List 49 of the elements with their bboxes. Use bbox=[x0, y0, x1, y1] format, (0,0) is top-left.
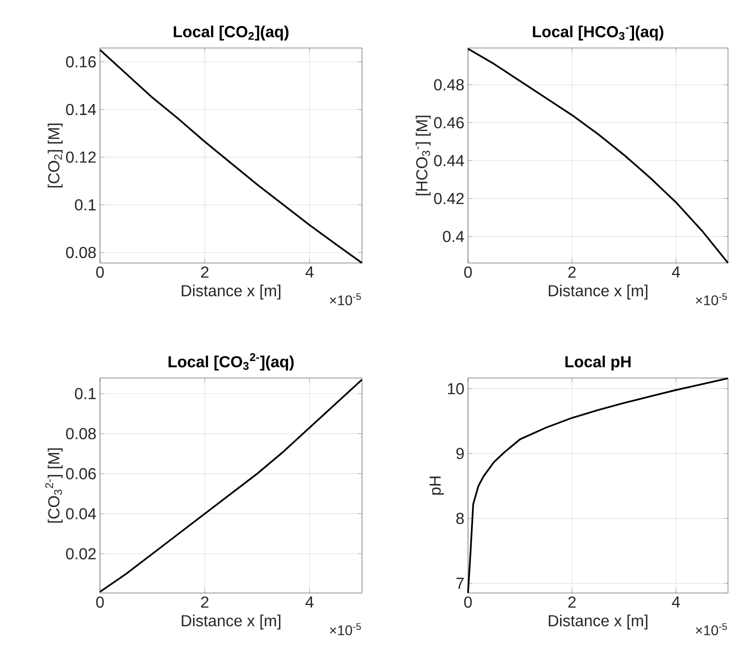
x-tick-label: 2 bbox=[201, 596, 208, 608]
x-tick-label: 4 bbox=[672, 266, 680, 278]
y-tick-label: 0.16 bbox=[66, 56, 96, 68]
text: ×10$^{-5}$ bbox=[696, 623, 727, 636]
x-tick-label: 0 bbox=[464, 596, 472, 608]
y-tick-label: 0.42 bbox=[434, 192, 464, 204]
y-tick-label: 8 bbox=[456, 512, 464, 524]
y-tick-label: 0.04 bbox=[66, 508, 96, 520]
y-tick-label: 0.46 bbox=[434, 117, 464, 128]
y-tick-label: 0.02 bbox=[66, 548, 96, 560]
x-axis-title: Distance x [m] bbox=[548, 614, 648, 630]
y-tick-label: 0.44 bbox=[434, 154, 464, 166]
line-series bbox=[467, 48, 729, 264]
x-tick-label: 2 bbox=[568, 266, 576, 278]
x-tick-label: 4 bbox=[306, 266, 314, 278]
text: ×10$^{-5}$ bbox=[330, 293, 361, 306]
x-tick-label: 2 bbox=[201, 266, 208, 278]
y-tick-label: 0.14 bbox=[66, 104, 96, 116]
text: ×10$^{-5}$ bbox=[330, 623, 361, 636]
y-axis-title: [HCO$_{3}$$^{-}$] [M] bbox=[416, 116, 431, 196]
y-axis-title: [CO$_{2}$] [M] bbox=[48, 124, 63, 188]
x-tick-label: 4 bbox=[672, 596, 680, 608]
y-tick-label: 0.1 bbox=[74, 199, 96, 210]
y-tick-label: 0.08 bbox=[66, 428, 96, 440]
x-tick-label: 2 bbox=[568, 596, 576, 608]
x-axis-title: Distance x [m] bbox=[182, 614, 280, 630]
chart-title: Local [CO$_{3}$$^{2-}$](aq) bbox=[168, 353, 294, 371]
y-tick-label: 0.4 bbox=[442, 230, 464, 242]
y-tick-label: 0.06 bbox=[66, 468, 96, 480]
y-tick-label: 0.12 bbox=[66, 152, 96, 163]
y-tick-label: 0.08 bbox=[66, 246, 96, 258]
y-axis-title: pH bbox=[430, 476, 444, 495]
y-tick-label: 9 bbox=[456, 448, 464, 460]
x-axis-title: Distance x [m] bbox=[548, 284, 648, 300]
chart-title: Local pH bbox=[565, 356, 631, 371]
chart-title: Local [CO$_{2}$](aq) bbox=[174, 26, 288, 40]
text: ×10$^{-5}$ bbox=[696, 293, 727, 306]
y-tick-label: 0.1 bbox=[74, 388, 96, 400]
line-series bbox=[467, 377, 729, 594]
x-tick-label: 4 bbox=[306, 596, 314, 608]
y-tick-label: 10 bbox=[448, 383, 464, 394]
y-tick-label: 7 bbox=[456, 578, 464, 589]
x-tick-label: 0 bbox=[464, 266, 472, 278]
y-axis-title: [CO$_{3}$$^{2-}$] [M] bbox=[45, 448, 63, 523]
x-tick-label: 0 bbox=[96, 596, 104, 608]
x-tick-label: 0 bbox=[96, 266, 104, 278]
chart-title: Local [HCO$_{3}$$^{-}$](aq) bbox=[532, 26, 664, 40]
x-axis-title: Distance x [m] bbox=[182, 284, 280, 300]
y-tick-label: 0.48 bbox=[434, 79, 464, 90]
